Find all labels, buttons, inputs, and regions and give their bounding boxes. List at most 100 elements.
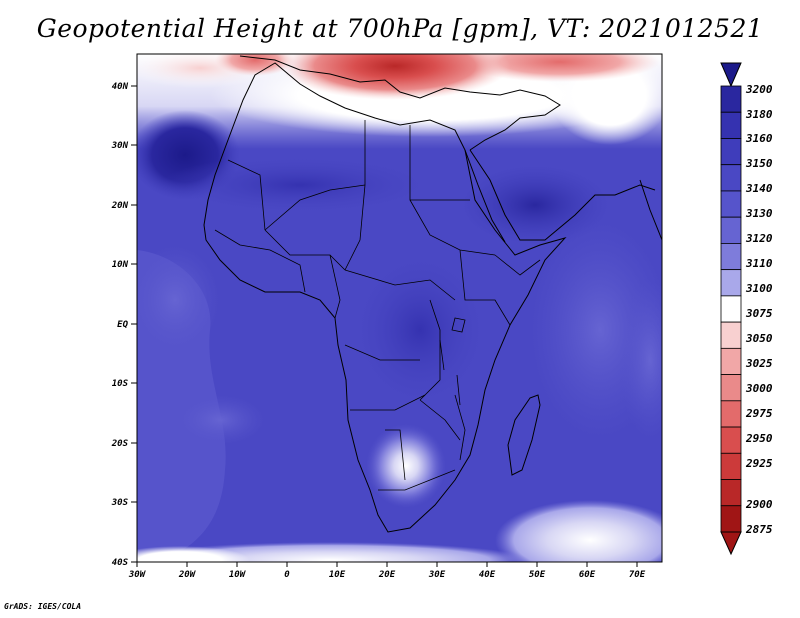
colorbar-label: 2875 xyxy=(745,523,773,536)
country-boundaries xyxy=(214,120,541,491)
lon-label: 10W xyxy=(229,570,247,580)
arabia-coastline xyxy=(469,149,656,241)
field-arabia-high xyxy=(460,165,610,245)
colorbar-cell xyxy=(720,374,742,402)
red-sea-west xyxy=(464,149,506,243)
colorbar-label: 3140 xyxy=(745,182,773,195)
boundary-chad-sudan xyxy=(344,184,366,271)
colorbar-cell xyxy=(720,216,742,244)
colorbar-label: 2925 xyxy=(745,457,773,470)
colorbar-cell xyxy=(720,111,742,139)
madagascar-outline xyxy=(507,394,541,476)
boundary-ethiopia-somalia xyxy=(494,254,541,276)
colorbar-label: 3025 xyxy=(745,357,773,370)
colorbar-cell xyxy=(720,452,742,480)
colorbar-label: 3000 xyxy=(745,382,773,395)
boundary-sahara-west xyxy=(227,159,266,231)
lat-labels: 40N 30N 20N 10N EQ 10S 20S 30S 40S xyxy=(111,82,129,568)
lake-tanganyika xyxy=(439,339,445,371)
colorbar-label: 3100 xyxy=(745,282,773,295)
boundary-angola-drc xyxy=(344,344,420,361)
colorbar-label: 3050 xyxy=(745,332,773,345)
lat-label: 30S xyxy=(111,498,129,508)
colorbar-cells xyxy=(720,85,742,533)
coastlines xyxy=(203,55,662,533)
colorbar-cell xyxy=(720,321,742,349)
colorbar-cell xyxy=(720,400,742,428)
lon-label: 0 xyxy=(284,570,290,580)
lat-label: EQ xyxy=(117,320,128,330)
colorbar-label: 3075 xyxy=(745,307,773,320)
grads-credit: GrADS: IGES/COLA xyxy=(4,602,82,611)
colorbar-cell xyxy=(720,479,742,507)
field-mediterranean-red xyxy=(280,54,510,100)
lon-label: 20W xyxy=(178,570,197,580)
colorbar-label: 3180 xyxy=(745,108,773,121)
field-southern-ocean-white xyxy=(495,500,662,562)
lat-label: 30N xyxy=(111,141,129,151)
field-ne-pink xyxy=(460,54,660,82)
lon-label: 40E xyxy=(479,570,496,580)
lon-label: 50E xyxy=(529,570,546,580)
boundary-drc-east xyxy=(419,299,441,401)
colorbar: 3200 3180 3160 3150 3140 3130 3120 3110 … xyxy=(720,62,773,556)
europe-coastline xyxy=(239,55,561,151)
lat-label: 10S xyxy=(112,379,129,389)
india-coastline xyxy=(639,179,662,241)
colorbar-cell xyxy=(720,269,742,297)
boundary-nigeria-cameroon xyxy=(329,254,341,319)
lon-label: 10E xyxy=(329,570,346,580)
colorbar-cell xyxy=(720,190,742,218)
colorbar-cell xyxy=(720,138,742,166)
boundary-kenya xyxy=(459,249,511,326)
colorbar-label: 2950 xyxy=(745,432,773,445)
africa-coastline xyxy=(203,62,567,533)
boundary-namibia-botswana xyxy=(385,429,406,481)
colorbar-bottom-arrow xyxy=(720,531,742,556)
height-field xyxy=(137,54,662,562)
lat-label: 20S xyxy=(111,439,129,449)
boundary-angola-namibia xyxy=(350,394,426,411)
lat-label: 40S xyxy=(112,558,129,568)
colorbar-cell xyxy=(720,347,742,375)
map-frame xyxy=(136,53,663,563)
field-east-pale xyxy=(620,280,662,440)
colorbar-cell xyxy=(720,505,742,533)
colorbar-label: 3160 xyxy=(745,132,773,145)
lon-label: 20E xyxy=(378,570,396,580)
field-iberia-red xyxy=(215,54,295,76)
colorbar-label: 3110 xyxy=(745,257,773,270)
colorbar-cell xyxy=(720,85,742,113)
lake-victoria xyxy=(451,317,466,333)
colorbar-label: 3130 xyxy=(745,207,773,220)
boundary-algeria-mali xyxy=(264,184,366,231)
field-west-pale xyxy=(137,245,220,355)
colorbar-top-arrow xyxy=(720,62,742,88)
lon-labels: 30W 20W 10W 0 10E 20E 30E 40E 50E 60E 70… xyxy=(128,570,646,580)
colorbar-cell xyxy=(720,243,742,271)
boundary-sudan-ethiopia xyxy=(409,199,496,256)
boundary-niger-nigeria xyxy=(264,229,346,271)
field-saharan-band xyxy=(160,155,440,215)
colorbar-label: 3120 xyxy=(745,232,773,245)
colorbar-label: 2975 xyxy=(745,407,773,420)
colorbar-labels: 3200 3180 3160 3150 3140 3130 3120 3110 … xyxy=(745,83,773,536)
axis-ticks xyxy=(131,85,638,567)
lon-label: 60E xyxy=(579,570,596,580)
colorbar-cell xyxy=(720,164,742,192)
colorbar-label: 2900 xyxy=(745,498,773,511)
field-southwest-white xyxy=(137,546,250,562)
boundary-zambia-zimbabwe xyxy=(419,399,461,441)
lat-label: 10N xyxy=(112,260,129,270)
boundary-car-drc xyxy=(344,269,456,301)
lon-label: 70E xyxy=(629,570,646,580)
boundary-mozambique xyxy=(454,394,466,461)
lake-malawi xyxy=(456,374,461,406)
lat-label: 40N xyxy=(112,82,129,92)
field-kalahari-low xyxy=(366,424,446,508)
lat-label: 20N xyxy=(111,201,129,211)
colorbar-cell xyxy=(720,426,742,454)
boundary-west-coast xyxy=(214,229,306,293)
field-southwest-pale xyxy=(175,395,265,445)
